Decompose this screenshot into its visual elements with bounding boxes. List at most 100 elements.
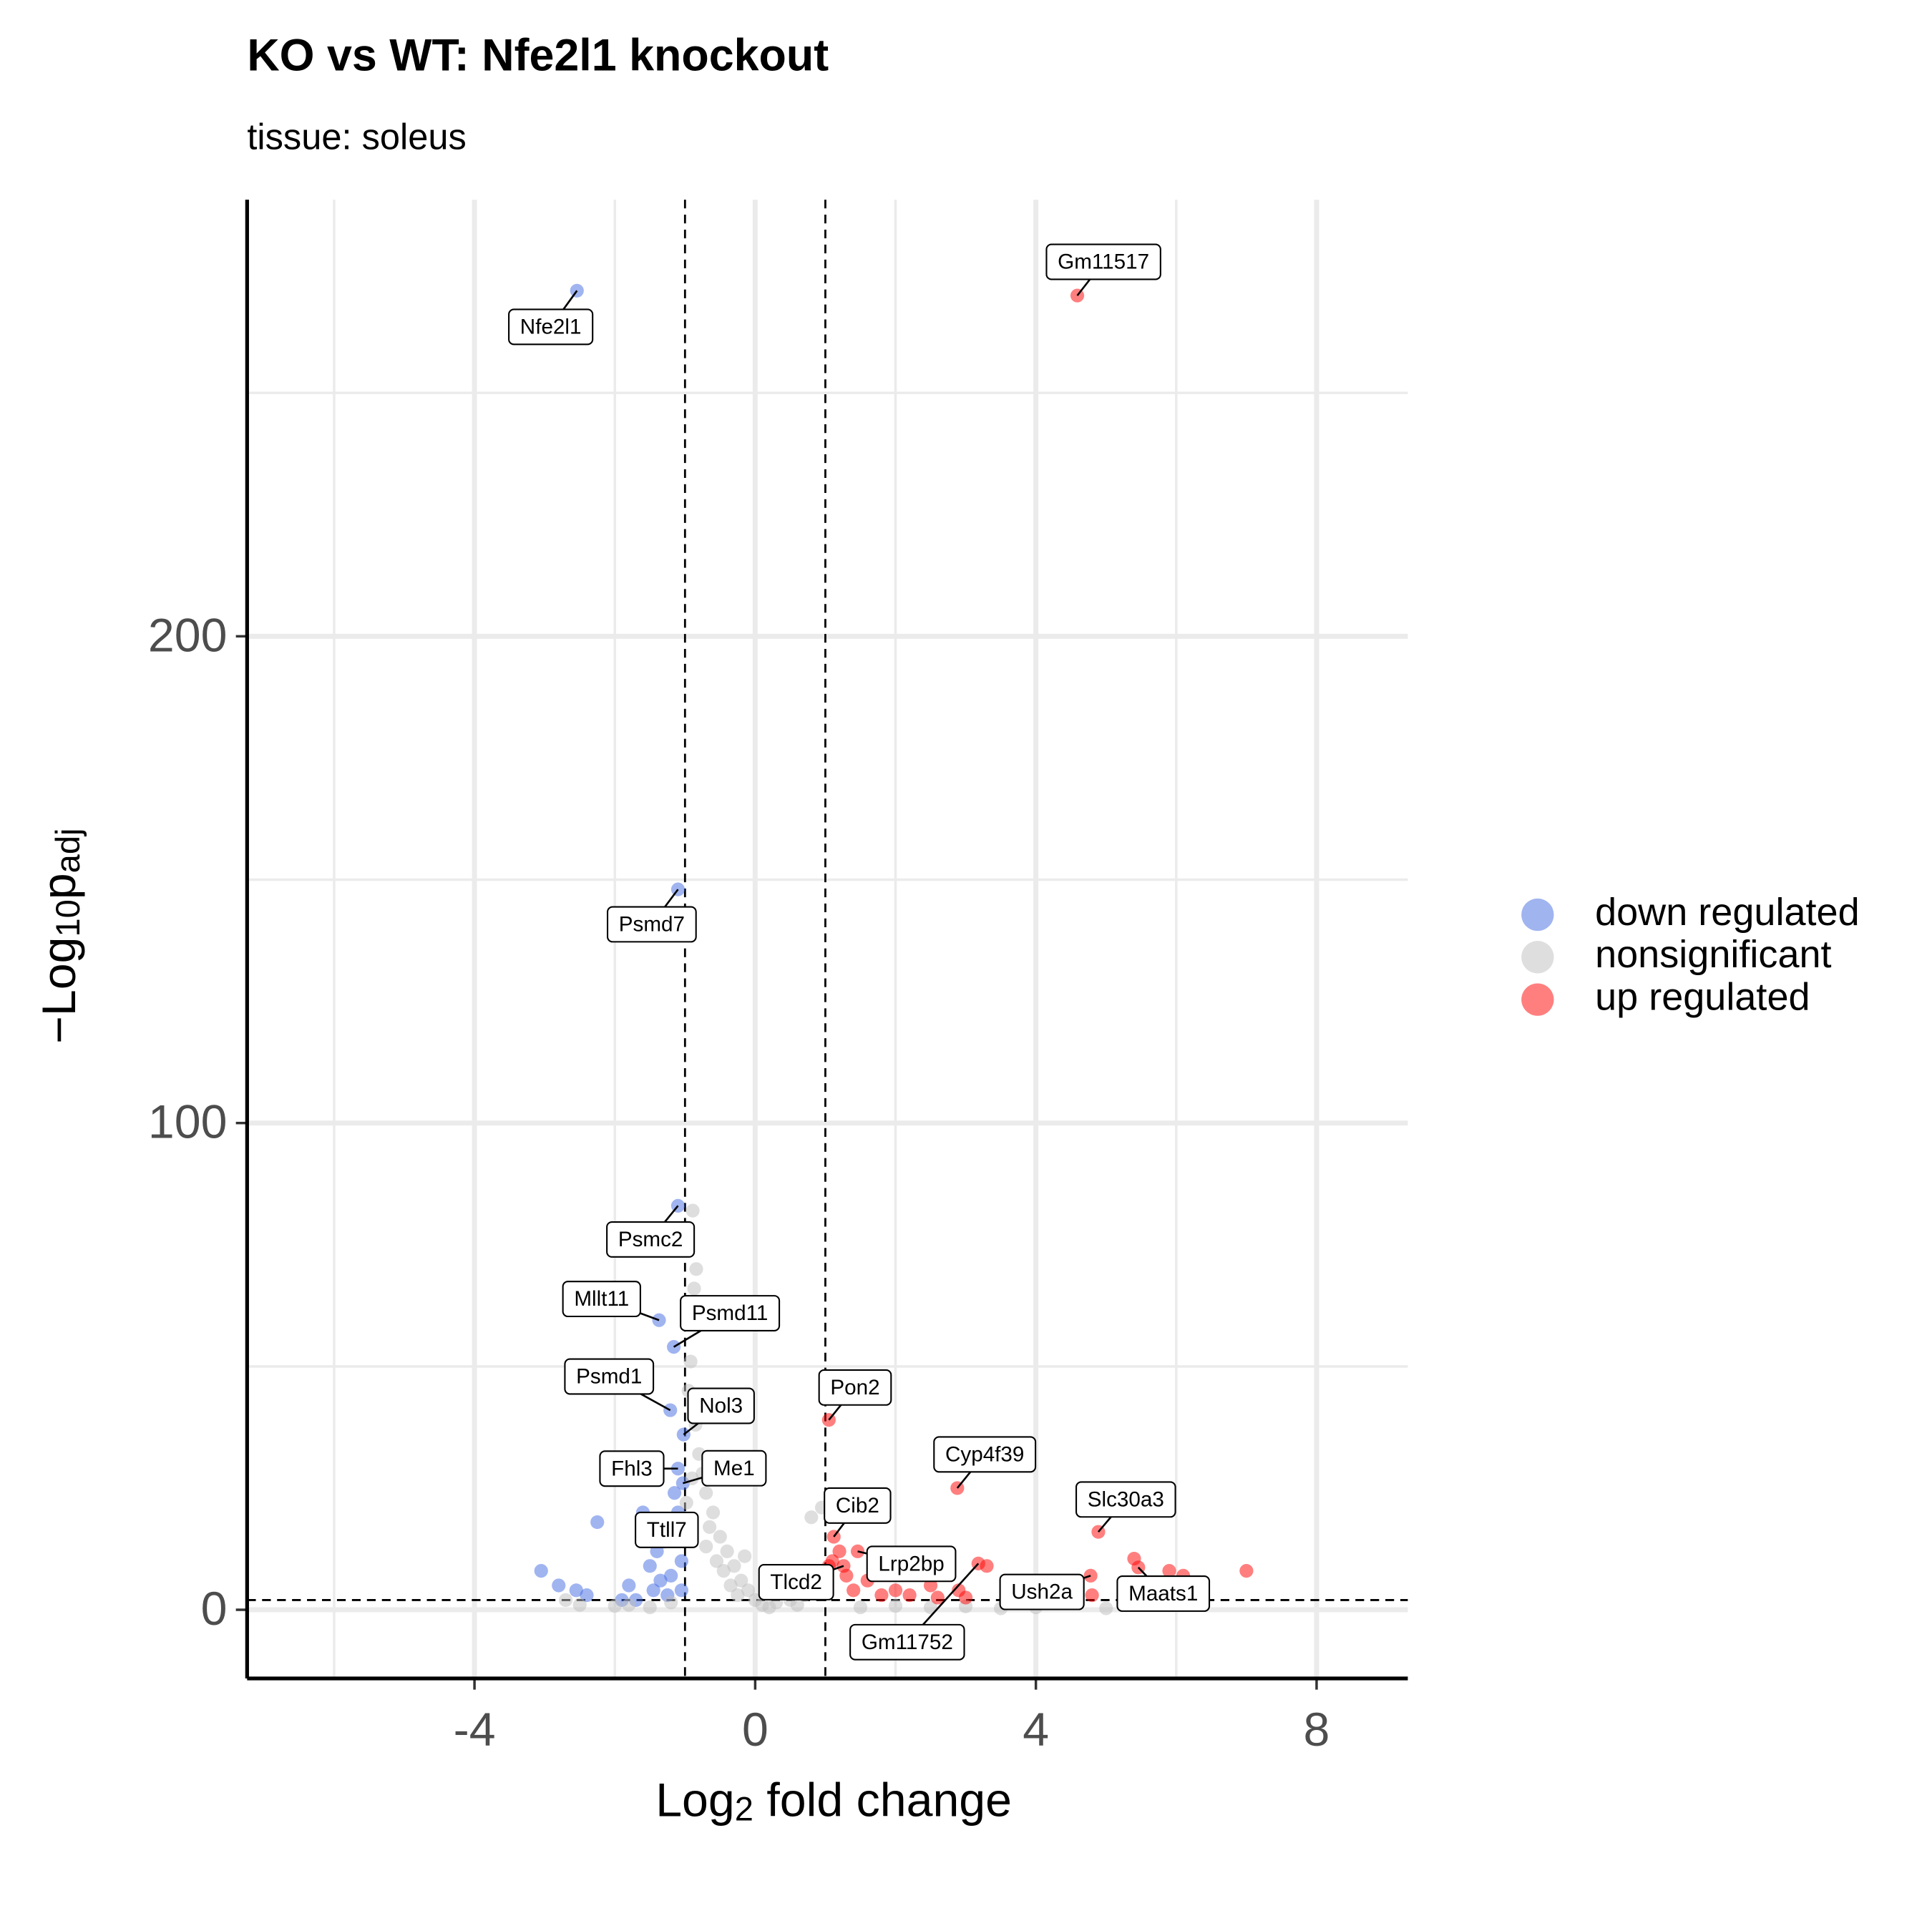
label-box: [635, 1511, 699, 1548]
point: [1099, 1601, 1113, 1615]
label-box: [508, 308, 594, 346]
point: [679, 1495, 693, 1510]
point: [959, 1590, 973, 1605]
x-tick-label: -4: [454, 1703, 496, 1756]
point: [727, 1559, 741, 1573]
annotations: Nfe2l1 Psmd7 Psmc2 Mllt11 Psmd11 Psmd1 Nol3 Fhl…: [508, 243, 1211, 1661]
point-label: Gm11517: [1058, 250, 1149, 274]
point: [668, 1486, 682, 1500]
point: [832, 1544, 847, 1558]
point: [664, 1568, 678, 1583]
y-axis-title-part: 10: [49, 899, 87, 937]
y-tick-label: 0: [201, 1583, 228, 1636]
point-label: Mllt11: [574, 1287, 629, 1311]
label-box: [758, 1564, 834, 1600]
legend-marker: [1521, 983, 1554, 1016]
point: [980, 1559, 994, 1573]
point-label: Cyp4f39: [945, 1442, 1024, 1466]
point: [534, 1564, 548, 1578]
point: [1239, 1564, 1254, 1578]
label-box: [1075, 1481, 1176, 1518]
point: [686, 1203, 700, 1218]
point: [738, 1549, 752, 1563]
point-label: Me1: [713, 1457, 755, 1480]
point: [804, 1510, 819, 1525]
y-axis-title: −Log10padj: [33, 828, 87, 1043]
point-label: Cib2: [836, 1494, 879, 1517]
label-box: [818, 1369, 892, 1406]
label-box: [1045, 243, 1161, 280]
label-box: [999, 1573, 1085, 1610]
point: [683, 1354, 698, 1369]
point: [888, 1583, 903, 1598]
point: [734, 1573, 748, 1588]
point: [902, 1588, 917, 1603]
x-tick-label: 4: [1023, 1703, 1049, 1756]
point: [716, 1564, 731, 1578]
y-axis-title-part: adj: [49, 828, 87, 873]
point: [622, 1578, 636, 1593]
y-axis-title-part: −Log: [33, 937, 86, 1044]
point: [569, 1583, 583, 1598]
point: [699, 1486, 713, 1500]
point: [723, 1578, 738, 1593]
point: [646, 1583, 660, 1598]
label-box: [680, 1295, 781, 1332]
y-tick-label: 100: [148, 1096, 228, 1149]
point: [687, 1281, 701, 1296]
point: [699, 1539, 713, 1554]
point: [643, 1559, 657, 1573]
point: [653, 1573, 668, 1588]
label-box: [1116, 1575, 1211, 1612]
point: [558, 1593, 573, 1608]
point: [552, 1578, 566, 1593]
point-label: Slc30a3: [1088, 1487, 1164, 1511]
chart-subtitle: tissue: soleus: [247, 117, 466, 157]
point-label: Psmd7: [619, 913, 685, 937]
x-axis-title-part: 2: [735, 1790, 753, 1828]
point: [847, 1583, 861, 1598]
point: [1127, 1551, 1141, 1566]
label-box: [606, 906, 697, 943]
point: [930, 1590, 945, 1605]
point: [664, 1595, 678, 1610]
point-label: Psmd1: [576, 1365, 642, 1389]
point-label: Lrp2bp: [878, 1552, 944, 1575]
point-label: Pon2: [830, 1376, 879, 1399]
point-label: Nfe2l1: [520, 315, 582, 338]
legend-label: nonsignificant: [1595, 933, 1832, 976]
legend-label: down regulated: [1595, 891, 1860, 934]
point: [608, 1598, 622, 1613]
point: [643, 1600, 657, 1615]
label-box: [564, 1358, 655, 1395]
x-tick-label: 8: [1304, 1703, 1330, 1756]
point: [674, 1554, 689, 1568]
point: [689, 1262, 703, 1276]
label-box: [933, 1436, 1037, 1473]
point-label: Tlcd2: [770, 1570, 821, 1594]
legend-label: up regulated: [1595, 975, 1810, 1018]
legend-marker: [1521, 898, 1554, 932]
point: [1085, 1588, 1099, 1603]
label-box: [824, 1487, 892, 1524]
point: [874, 1588, 889, 1603]
point: [580, 1588, 594, 1603]
point-label: Ush2a: [1011, 1580, 1073, 1604]
axes: -4 0 4 8 0 100 200 Log2 fold change −Log10padj do…: [33, 200, 1860, 1828]
x-axis-title-part: Log: [655, 1774, 735, 1827]
points: [534, 283, 1254, 1615]
point: [888, 1598, 903, 1613]
label-box: [701, 1450, 767, 1487]
point: [709, 1554, 724, 1568]
point: [703, 1520, 717, 1534]
point: [622, 1598, 636, 1612]
chart-title: KO vs WT: Nfe2l1 knockout: [247, 31, 829, 81]
point: [853, 1600, 868, 1615]
point: [762, 1600, 776, 1615]
point: [706, 1505, 721, 1520]
point: [741, 1583, 756, 1598]
point-label: Psmc2: [618, 1228, 683, 1251]
point-label: Ttll7: [647, 1518, 687, 1542]
